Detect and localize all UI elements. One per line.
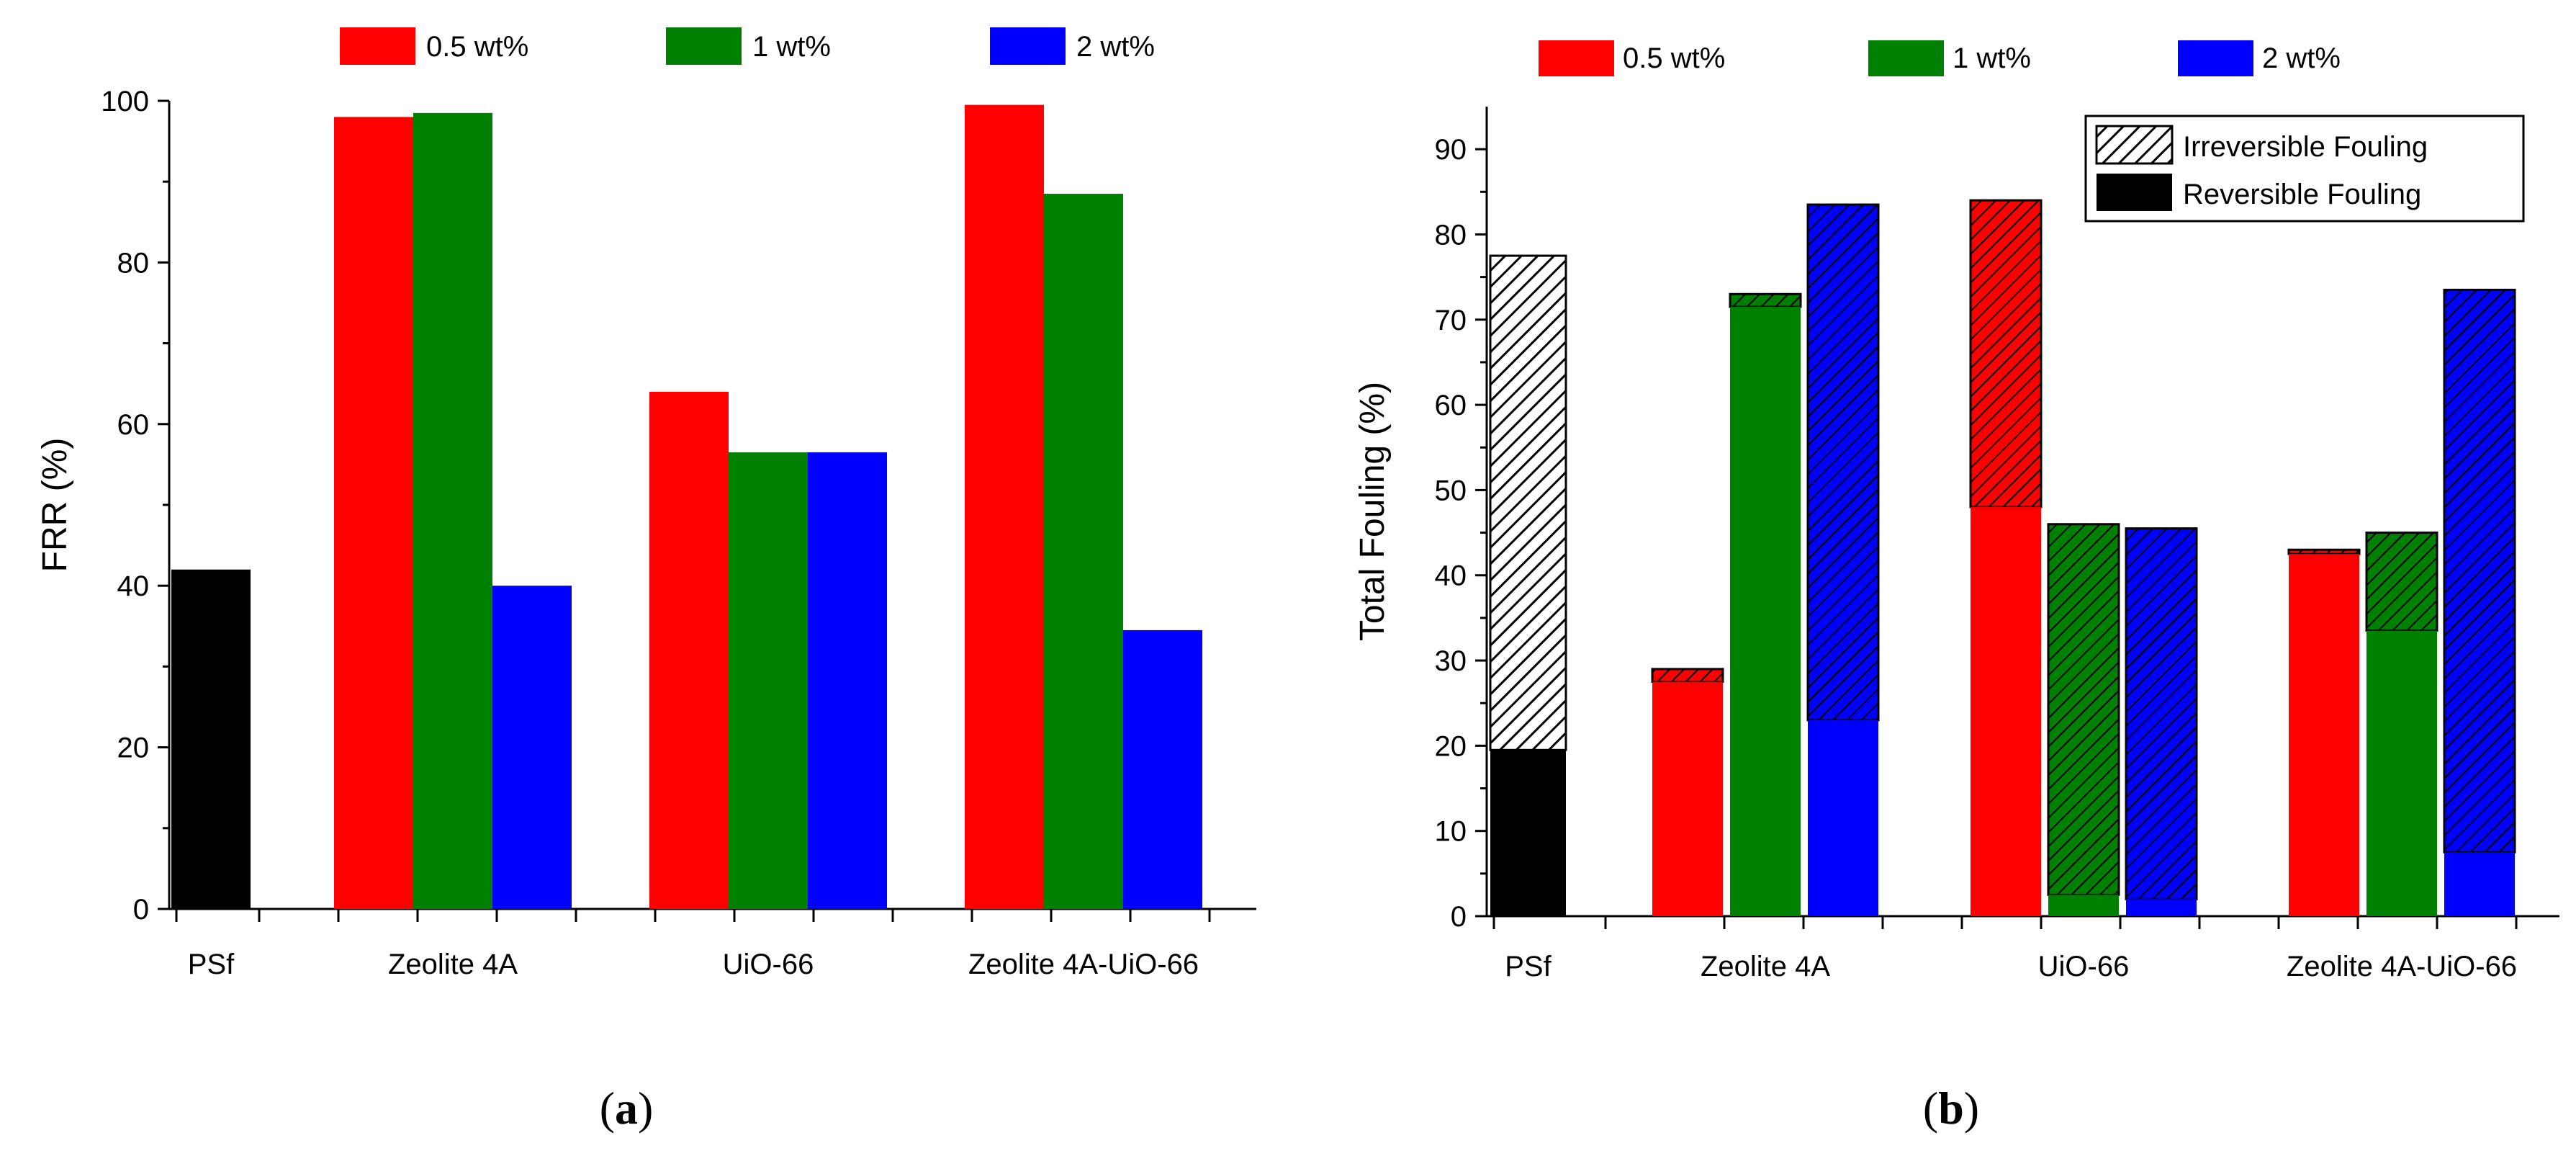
bar-b-zeolite-4a-0-5-wt-reversible: [1652, 681, 1723, 916]
bar-b-zeolite-4a-uio-66-0-5-wt-reversible: [2289, 554, 2359, 916]
y-tick-label-b: 30: [1435, 645, 1467, 677]
bar-a-zeolite-4a-0-5-wt: [334, 117, 413, 910]
legend-a-swatch-0-5-wt: [340, 27, 415, 65]
y-tick-label-b: 20: [1435, 730, 1467, 762]
x-label-a-zeolite-4a: Zeolite 4A: [388, 949, 518, 980]
legend-b-swatch-1-wt: [1868, 40, 1944, 76]
x-label-b-zeolite-4a-uio-66: Zeolite 4A-UiO-66: [2287, 951, 2517, 982]
bar-b-uio-66-0-5-wt-irreversible: [1969, 199, 2043, 508]
bar-a-zeolite-4a-2-wt: [492, 586, 572, 909]
legend-a-swatch-2-wt: [990, 27, 1066, 65]
bar-a-uio-66-2-wt: [808, 452, 887, 909]
bar-b-zeolite-4a-1-wt-reversible: [1730, 307, 1801, 916]
legend-a-label-0-5-wt: 0.5 wt%: [426, 31, 528, 63]
bar-b-zeolite-4a-uio-66-1-wt-reversible: [2366, 630, 2437, 916]
x-label-a-uio-66: UiO-66: [723, 949, 814, 980]
bar-a-uio-66-1-wt: [729, 452, 808, 909]
y-tick-label-b: 80: [1435, 219, 1467, 251]
y-tick-label-a: 60: [117, 409, 150, 441]
bar-b-zeolite-4a-uio-66-2-wt-irreversible: [2443, 288, 2516, 853]
y-tick-label-a: 100: [101, 86, 149, 117]
bar-a-zeolite-4a-uio-66-2-wt: [1123, 629, 1202, 909]
y-tick-label-b: 90: [1435, 134, 1467, 166]
bar-b-uio-66-1-wt-reversible: [2048, 895, 2119, 916]
bar-b-zeolite-4a-uio-66-0-5-wt-irreversible: [2287, 548, 2361, 555]
bar-b-zeolite-4a-2-wt-irreversible: [1806, 203, 1880, 722]
bar-a-psf: [171, 569, 251, 909]
legend-b-label-0-5-wt: 0.5 wt%: [1623, 42, 1725, 74]
x-label-a-zeolite-4a-uio-66: Zeolite 4A-UiO-66: [968, 949, 1199, 980]
x-label-a-psf: PSf: [188, 949, 235, 980]
caption-b: (b): [1923, 1083, 1979, 1134]
x-label-b-zeolite-4a: Zeolite 4A: [1701, 951, 1830, 982]
y-tick-label-b: 50: [1435, 475, 1467, 506]
legend-a-label-2-wt: 2 wt%: [1076, 31, 1155, 63]
bar-a-zeolite-4a-1-wt: [413, 112, 492, 910]
chart-b: 0 10 20 30 40 50 60 70 80 90 Total Fouling (%) PSf Z…: [1354, 40, 2559, 982]
pattern-legend-label-reversible: Reversible Fouling: [2183, 179, 2421, 210]
legend-a-label-1-wt: 1 wt%: [752, 31, 831, 63]
pattern-legend-swatch-irreversible: [2095, 125, 2174, 165]
y-tick-label-a: 80: [117, 247, 150, 279]
bar-a-uio-66-0-5-wt: [649, 391, 729, 909]
bar-a-zeolite-4a-uio-66-1-wt: [1044, 194, 1123, 909]
y-tick-label-a: 40: [117, 570, 150, 602]
bar-b-zeolite-4a-1-wt-irreversible: [1729, 292, 1802, 308]
bar-a-zeolite-4a-uio-66-0-5-wt: [965, 104, 1044, 910]
pattern-legend-label-irreversible: Irreversible Fouling: [2183, 131, 2428, 163]
bar-b-zeolite-4a-2-wt-reversible: [1808, 720, 1878, 916]
y-axis-title-b: Total Fouling (%): [1354, 382, 1392, 641]
bar-b-zeolite-4a-uio-66-2-wt-reversible: [2444, 852, 2515, 916]
bar-b-uio-66-1-wt-irreversible: [2047, 523, 2120, 896]
y-tick-label-b: 70: [1435, 305, 1467, 336]
bar-b-zeolite-4a-uio-66-1-wt-irreversible: [2365, 532, 2438, 632]
legend-a-swatch-1-wt: [666, 27, 742, 65]
y-tick-label-b: 60: [1435, 390, 1467, 421]
y-tick-label-b: 0: [1451, 901, 1467, 933]
bar-b-zeolite-4a-0-5-wt-irreversible: [1651, 668, 1724, 684]
y-tick-label-b: 40: [1435, 560, 1467, 592]
y-tick-label-a: 20: [117, 732, 150, 764]
legend-b-label-1-wt: 1 wt%: [1953, 42, 2031, 74]
caption-a-letter: a: [615, 1083, 638, 1134]
caption-b-letter: b: [1938, 1083, 1964, 1134]
legend-b-swatch-2-wt: [2178, 40, 2253, 76]
y-tick-label-b: 10: [1435, 816, 1467, 848]
bar-b-psf-irreversible: [1489, 254, 1567, 751]
legend-b-label-2-wt: 2 wt%: [2262, 42, 2341, 74]
chart-a: 0 20 40 60 80 100 FRR (%) PSf Zeolite 4A UiO-66 Ze…: [36, 27, 1256, 980]
bar-b-uio-66-2-wt-irreversible: [2125, 527, 2198, 900]
y-tick-label-a: 0: [133, 894, 149, 926]
legend-b-swatch-0-5-wt: [1539, 40, 1614, 76]
caption-a: (a): [600, 1083, 654, 1134]
bar-b-uio-66-0-5-wt-reversible: [1971, 507, 2041, 916]
pattern-legend-swatch-reversible: [2097, 174, 2172, 211]
bar-b-uio-66-2-wt-reversible: [2126, 899, 2197, 916]
bar-b-psf-reversible: [1490, 750, 1566, 916]
y-axis-title-a: FRR (%): [36, 438, 74, 573]
x-label-b-uio-66: UiO-66: [2038, 951, 2130, 982]
x-label-b-psf: PSf: [1505, 951, 1552, 982]
